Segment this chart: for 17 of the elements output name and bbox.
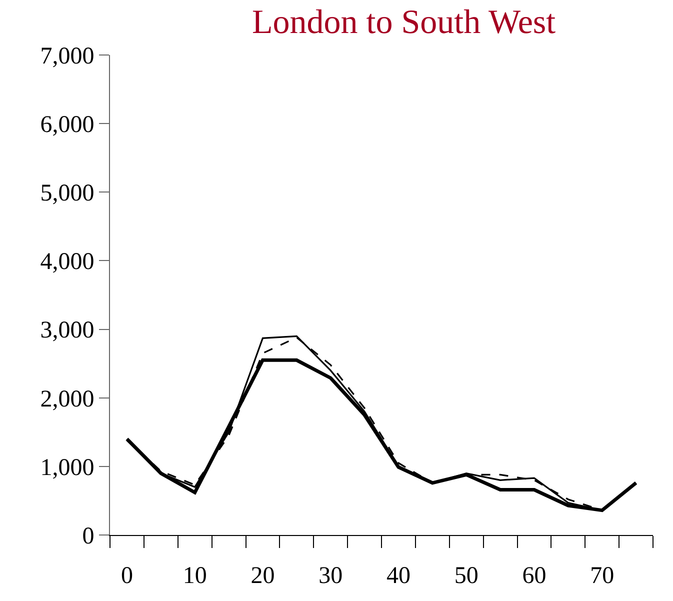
x-tick-label: 60	[522, 562, 546, 589]
x-tick-label: 0	[120, 562, 133, 589]
x-tick-label: 50	[454, 562, 478, 589]
y-tick-label: 0	[82, 523, 94, 550]
y-tick-label: 3,000	[40, 318, 94, 344]
x-tick-label: 70	[590, 562, 614, 589]
x-tick-label: 40	[386, 562, 410, 589]
x-tick-label: 30	[318, 562, 343, 589]
y-tick-label: 1,000	[40, 454, 94, 481]
y-tick-label: 2,000	[40, 386, 94, 412]
y-tick-label: 4,000	[40, 249, 94, 276]
y-tick-label: 7,000	[40, 43, 94, 70]
y-tick-label: 6,000	[40, 112, 94, 138]
x-tick-label: 20	[250, 562, 275, 589]
y-tick-label: 5,000	[40, 180, 94, 207]
chart-title: London to South West	[252, 4, 556, 41]
x-tick-label: 10	[182, 562, 207, 589]
